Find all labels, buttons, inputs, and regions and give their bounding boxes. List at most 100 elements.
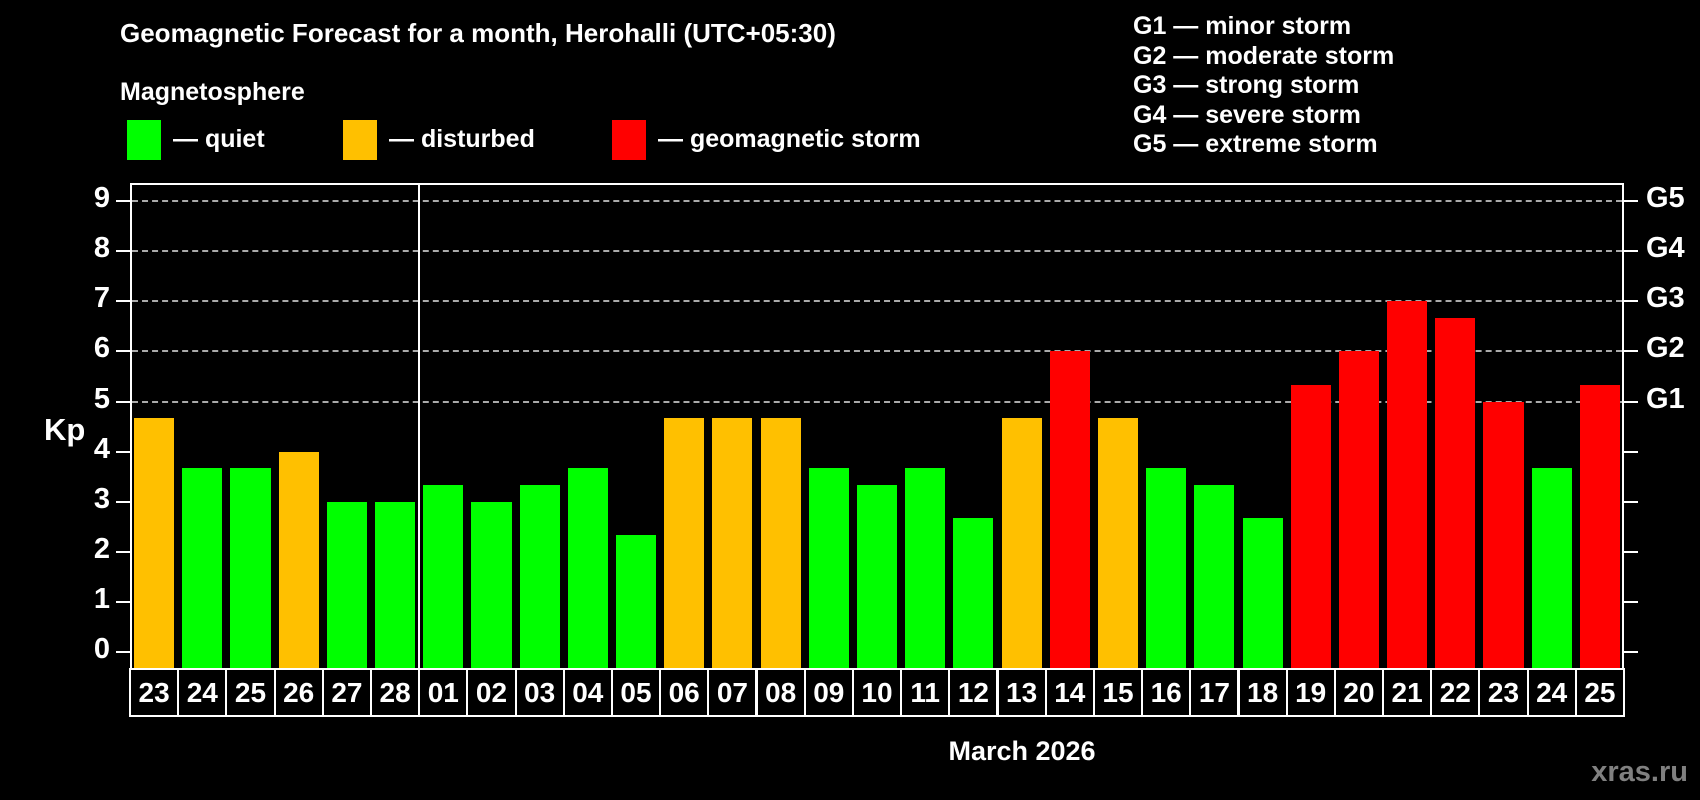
g-scale-label-g1: G1: [1646, 382, 1685, 415]
storm-scale-g2: G2 — moderate storm: [1133, 41, 1395, 70]
kp-bar-day-18: [1242, 518, 1283, 668]
kp-bar-day-09: [808, 468, 849, 668]
page-title: Geomagnetic Forecast for a month, Heroha…: [120, 18, 836, 48]
left-axis-tick-2: [116, 550, 130, 553]
kp-bar-day-25: [230, 468, 271, 668]
storm-scale-legend: G1 — minor storm G2 — moderate storm G3 …: [1133, 12, 1394, 160]
date-label-23: 23: [129, 668, 180, 717]
right-axis-tick-4: [1624, 450, 1638, 453]
storm-legend-label: — geomagnetic storm: [658, 125, 921, 153]
date-label-06: 06: [659, 668, 710, 717]
storm-scale-g4: G4 — severe storm: [1133, 100, 1361, 129]
date-label-10: 10: [851, 668, 903, 717]
legend-item-quiet: — quiet: [127, 120, 327, 160]
date-label-20: 20: [1333, 668, 1384, 717]
kp-bar-day-17: [1194, 485, 1235, 668]
gridline-kp-5: [132, 400, 1622, 403]
legend-item-storm: — geomagnetic storm: [612, 120, 942, 160]
date-label-19: 19: [1285, 668, 1336, 717]
storm-scale-g5: G5 — extreme storm: [1133, 130, 1378, 158]
kp-bar-day-10: [856, 485, 898, 668]
date-label-25: 25: [225, 668, 276, 717]
date-label-03: 03: [514, 668, 565, 717]
kp-bar-day-01: [423, 485, 464, 668]
date-label-17: 17: [1189, 668, 1240, 717]
kp-bar-day-15: [1097, 418, 1139, 668]
date-label-09: 09: [803, 668, 854, 717]
storm-scale-g3: G3 — strong storm: [1133, 71, 1360, 99]
gridline-kp-6: [132, 350, 1622, 353]
quiet-legend-label: — quiet: [173, 125, 265, 153]
right-axis-tick-6: [1624, 350, 1638, 353]
kp-bar-day-23: [134, 418, 175, 668]
y-axis-title: Kp: [44, 412, 86, 447]
kp-bar-day-28: [375, 501, 416, 668]
y-axis-tick-label-4: 4: [93, 432, 110, 465]
date-label-02: 02: [466, 668, 517, 717]
left-axis-tick-3: [116, 500, 130, 503]
date-label-14: 14: [1044, 668, 1095, 717]
date-label-11: 11: [900, 668, 951, 717]
right-axis-tick-0: [1624, 651, 1638, 653]
kp-bar-day-23: [1483, 401, 1524, 668]
kp-bar-day-13: [1001, 418, 1042, 668]
g-scale-label-g4: G4: [1646, 232, 1685, 265]
kp-bar-day-08: [760, 418, 801, 668]
date-label-26: 26: [273, 668, 324, 717]
right-axis-tick-9: [1624, 200, 1638, 203]
right-axis-tick-8: [1624, 250, 1638, 253]
magnetosphere-label: Magnetosphere: [120, 78, 305, 106]
date-label-28: 28: [370, 668, 421, 717]
y-axis-tick-label-5: 5: [93, 382, 110, 415]
date-label-15: 15: [1092, 668, 1144, 717]
left-axis-tick-0: [116, 651, 130, 653]
date-label-22: 22: [1430, 668, 1481, 717]
x-axis-month-label: March 2026: [948, 736, 1096, 766]
date-label-27: 27: [321, 668, 372, 717]
g-scale-label-g2: G2: [1646, 332, 1685, 365]
y-axis-tick-label-1: 1: [93, 582, 110, 615]
date-label-08: 08: [755, 668, 806, 717]
plot-border: [130, 183, 1624, 668]
date-label-05: 05: [610, 668, 662, 717]
kp-bar-day-26: [278, 451, 319, 668]
kp-bar-day-05: [615, 535, 657, 668]
date-label-18: 18: [1237, 668, 1288, 717]
y-axis-tick-label-7: 7: [93, 282, 110, 315]
date-label-25: 25: [1574, 668, 1625, 717]
left-axis-tick-1: [116, 600, 130, 603]
disturbed-color-swatch: [343, 120, 377, 160]
g-scale-label-g3: G3: [1646, 282, 1685, 315]
kp-bar-day-25: [1579, 385, 1620, 668]
gridline-kp-8: [132, 250, 1622, 253]
kp-bar-day-14: [1049, 351, 1090, 668]
date-label-21: 21: [1382, 668, 1433, 717]
date-label-13: 13: [996, 668, 1047, 717]
quiet-color-swatch: [127, 120, 161, 160]
right-axis-tick-1: [1624, 600, 1638, 603]
date-label-07: 07: [707, 668, 758, 717]
left-axis-tick-6: [116, 350, 130, 353]
legend-item-disturbed: — disturbed: [343, 120, 573, 160]
date-label-23: 23: [1478, 668, 1529, 717]
kp-bar-day-11: [905, 468, 946, 668]
kp-bar-day-20: [1338, 351, 1379, 668]
kp-bar-day-07: [712, 418, 753, 668]
date-label-04: 04: [562, 668, 613, 717]
left-axis-tick-9: [116, 200, 130, 203]
disturbed-legend-label: — disturbed: [389, 125, 535, 153]
kp-bar-day-04: [567, 468, 608, 668]
kp-bar-day-22: [1435, 317, 1476, 668]
y-axis-tick-label-2: 2: [93, 532, 110, 565]
left-axis-tick-4: [116, 450, 130, 453]
right-axis-tick-3: [1624, 500, 1638, 503]
kp-bar-day-16: [1146, 468, 1187, 668]
date-label-24: 24: [177, 668, 228, 717]
date-label-16: 16: [1141, 668, 1192, 717]
kp-bar-day-12: [953, 518, 994, 668]
storm-color-swatch: [612, 120, 646, 160]
left-axis-tick-5: [116, 400, 130, 403]
xras-watermark: xras.ru: [1591, 756, 1688, 788]
kp-bar-day-06: [664, 418, 705, 668]
